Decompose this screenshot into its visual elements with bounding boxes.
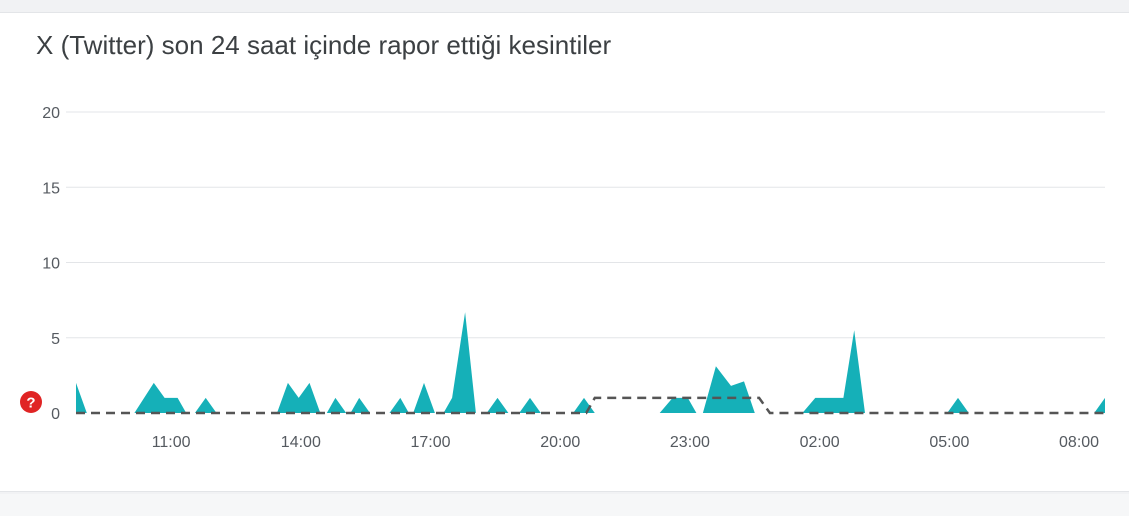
y-tick-label: 5	[51, 331, 60, 348]
chart-title: X (Twitter) son 24 saat içinde rapor ett…	[36, 30, 612, 60]
x-tick-label: 02:00	[800, 434, 840, 451]
x-tick-label: 05:00	[929, 434, 969, 451]
reports-area	[76, 312, 1105, 413]
question-mark-icon[interactable]: ?	[26, 395, 35, 412]
x-axis: 11:00 14:00 17:00 20:00 23:00 02:00 05:00 08:00	[152, 434, 1099, 451]
y-axis: 0 5 10 15 20	[42, 105, 60, 423]
x-tick-label: 08:00	[1059, 434, 1099, 451]
series-group	[76, 312, 1105, 415]
next-card-edge	[0, 494, 1129, 516]
y-tick-label: 10	[42, 256, 60, 273]
x-tick-label: 20:00	[540, 434, 580, 451]
y-tick-label: 15	[42, 180, 60, 197]
y-tick-label: 0	[51, 406, 60, 423]
x-tick-label: 11:00	[152, 434, 191, 451]
baseline-line	[76, 396, 1105, 415]
x-tick-label: 14:00	[281, 434, 321, 451]
gridlines	[66, 111, 1105, 339]
alert-circle-icon[interactable]	[20, 391, 42, 413]
alert-badge[interactable]: ?	[20, 391, 42, 413]
x-tick-label: 23:00	[670, 434, 710, 451]
x-tick-label: 17:00	[411, 434, 451, 451]
y-tick-label: 20	[42, 105, 60, 122]
